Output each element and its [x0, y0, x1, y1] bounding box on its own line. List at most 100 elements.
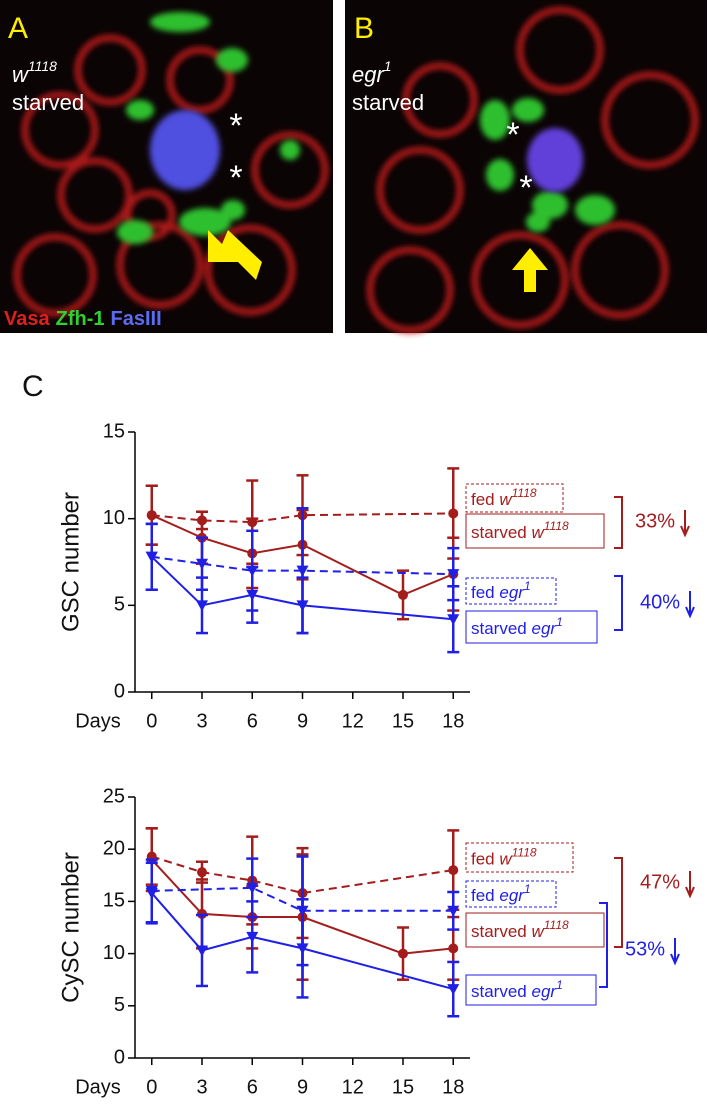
data-point	[296, 600, 309, 612]
marker-name: FasIII	[111, 308, 162, 330]
data-point	[447, 984, 460, 996]
legend-entry: starved w1118	[471, 519, 569, 542]
legend-allele: 1118	[544, 918, 569, 932]
legend-genotype: w	[499, 490, 513, 509]
panel-label: B	[354, 12, 374, 45]
data-point	[246, 589, 259, 601]
x-tick-label: 0	[146, 1076, 157, 1098]
data-point	[398, 948, 408, 959]
data-point	[196, 945, 208, 957]
legend-allele: 1118	[512, 846, 537, 860]
data-point	[398, 589, 408, 600]
condition: starved	[352, 90, 424, 115]
legend-genotype: w	[531, 523, 545, 542]
x-tick-label: 15	[392, 710, 414, 732]
legend-box	[465, 842, 574, 873]
x-tick-label: 9	[297, 1076, 308, 1098]
asterisk: *	[506, 116, 519, 154]
asterisk: *	[519, 169, 532, 207]
legend-condition: fed	[471, 490, 499, 509]
genotype: w1118	[12, 58, 57, 87]
legend-genotype: egr	[499, 583, 525, 602]
y-tick-label: 15	[103, 420, 125, 442]
x-tick-label: 3	[196, 1076, 207, 1098]
series-line	[151, 858, 454, 955]
bracket	[614, 575, 623, 631]
y-tick-label: 25	[103, 785, 125, 807]
legend-entry: fed w1118	[471, 846, 537, 869]
legend-condition: fed	[471, 850, 499, 869]
data-point	[296, 565, 309, 577]
y-tick-label: 0	[114, 680, 125, 702]
asterisk: *	[229, 107, 242, 145]
legend-genotype: egr	[531, 982, 557, 1001]
x-tick-label: 15	[392, 1076, 414, 1098]
legend-condition: fed	[471, 886, 499, 905]
data-point	[145, 888, 158, 900]
micrograph-a	[0, 0, 333, 333]
legend-allele: 1	[556, 615, 563, 629]
x-axis-label: Days	[75, 1076, 121, 1098]
annotation: 53%	[625, 938, 665, 960]
allele: 1	[384, 58, 392, 74]
down-arrow	[670, 938, 680, 966]
x-tick-label: 12	[342, 1076, 364, 1098]
legend-genotype: egr	[499, 886, 525, 905]
genotype: egr1	[352, 58, 392, 87]
data-point	[145, 551, 158, 563]
y-tick-label: 5	[114, 994, 125, 1016]
legend-entry: fed egr1	[471, 579, 531, 602]
data-point	[197, 867, 207, 878]
legend-allele: 1	[524, 579, 531, 593]
legend-box	[465, 483, 564, 513]
data-point	[246, 882, 259, 894]
data-point	[146, 510, 157, 521]
data-point	[296, 943, 309, 955]
panel-label: C	[22, 370, 44, 403]
legend-entry: starved egr1	[471, 978, 563, 1001]
down-arrow	[680, 510, 690, 538]
y-tick-label: 10	[103, 507, 125, 529]
legend-allele: 1118	[512, 486, 537, 500]
legend-box	[465, 880, 557, 908]
series-line	[151, 555, 454, 576]
marker-legend: Vasa Zfh-1 FasIII	[4, 308, 162, 330]
asterisk: *	[229, 159, 242, 197]
legend-box	[465, 610, 598, 644]
x-tick-label: 0	[146, 710, 157, 732]
x-tick-label: 6	[247, 1076, 258, 1098]
y-tick-label: 15	[103, 890, 125, 912]
data-point	[447, 905, 460, 917]
y-tick-label: 10	[103, 942, 125, 964]
legend-box	[465, 912, 605, 948]
annotation: 47%	[640, 871, 680, 893]
genotype-name: w	[12, 62, 30, 87]
legend-box	[465, 513, 605, 549]
micrograph-b	[345, 0, 707, 334]
legend-allele: 1118	[544, 519, 569, 533]
y-tick-label: 5	[114, 594, 125, 616]
legend-condition: starved	[471, 922, 531, 941]
genotype-name: egr	[352, 62, 385, 87]
data-point	[447, 614, 460, 626]
down-arrow	[685, 591, 695, 619]
data-point	[448, 508, 459, 519]
legend-box	[465, 577, 557, 605]
x-tick-label: 6	[247, 710, 258, 732]
legend-condition: fed	[471, 583, 499, 602]
condition: starved	[12, 90, 84, 115]
x-tick-label: 12	[342, 710, 364, 732]
x-tick-label: 18	[442, 1076, 464, 1098]
data-point	[447, 569, 460, 581]
legend-condition: starved	[471, 982, 531, 1001]
down-arrow	[685, 871, 695, 899]
legend-entry: fed egr1	[471, 882, 531, 905]
legend-entry: fed w1118	[471, 486, 537, 509]
legend-allele: 1	[556, 978, 563, 992]
y-tick-label: 0	[114, 1046, 125, 1068]
legend-condition: starved	[471, 523, 531, 542]
legend-condition: starved	[471, 619, 531, 638]
legend-entry: starved w1118	[471, 918, 569, 941]
y-axis-label: GSC number	[57, 492, 84, 632]
